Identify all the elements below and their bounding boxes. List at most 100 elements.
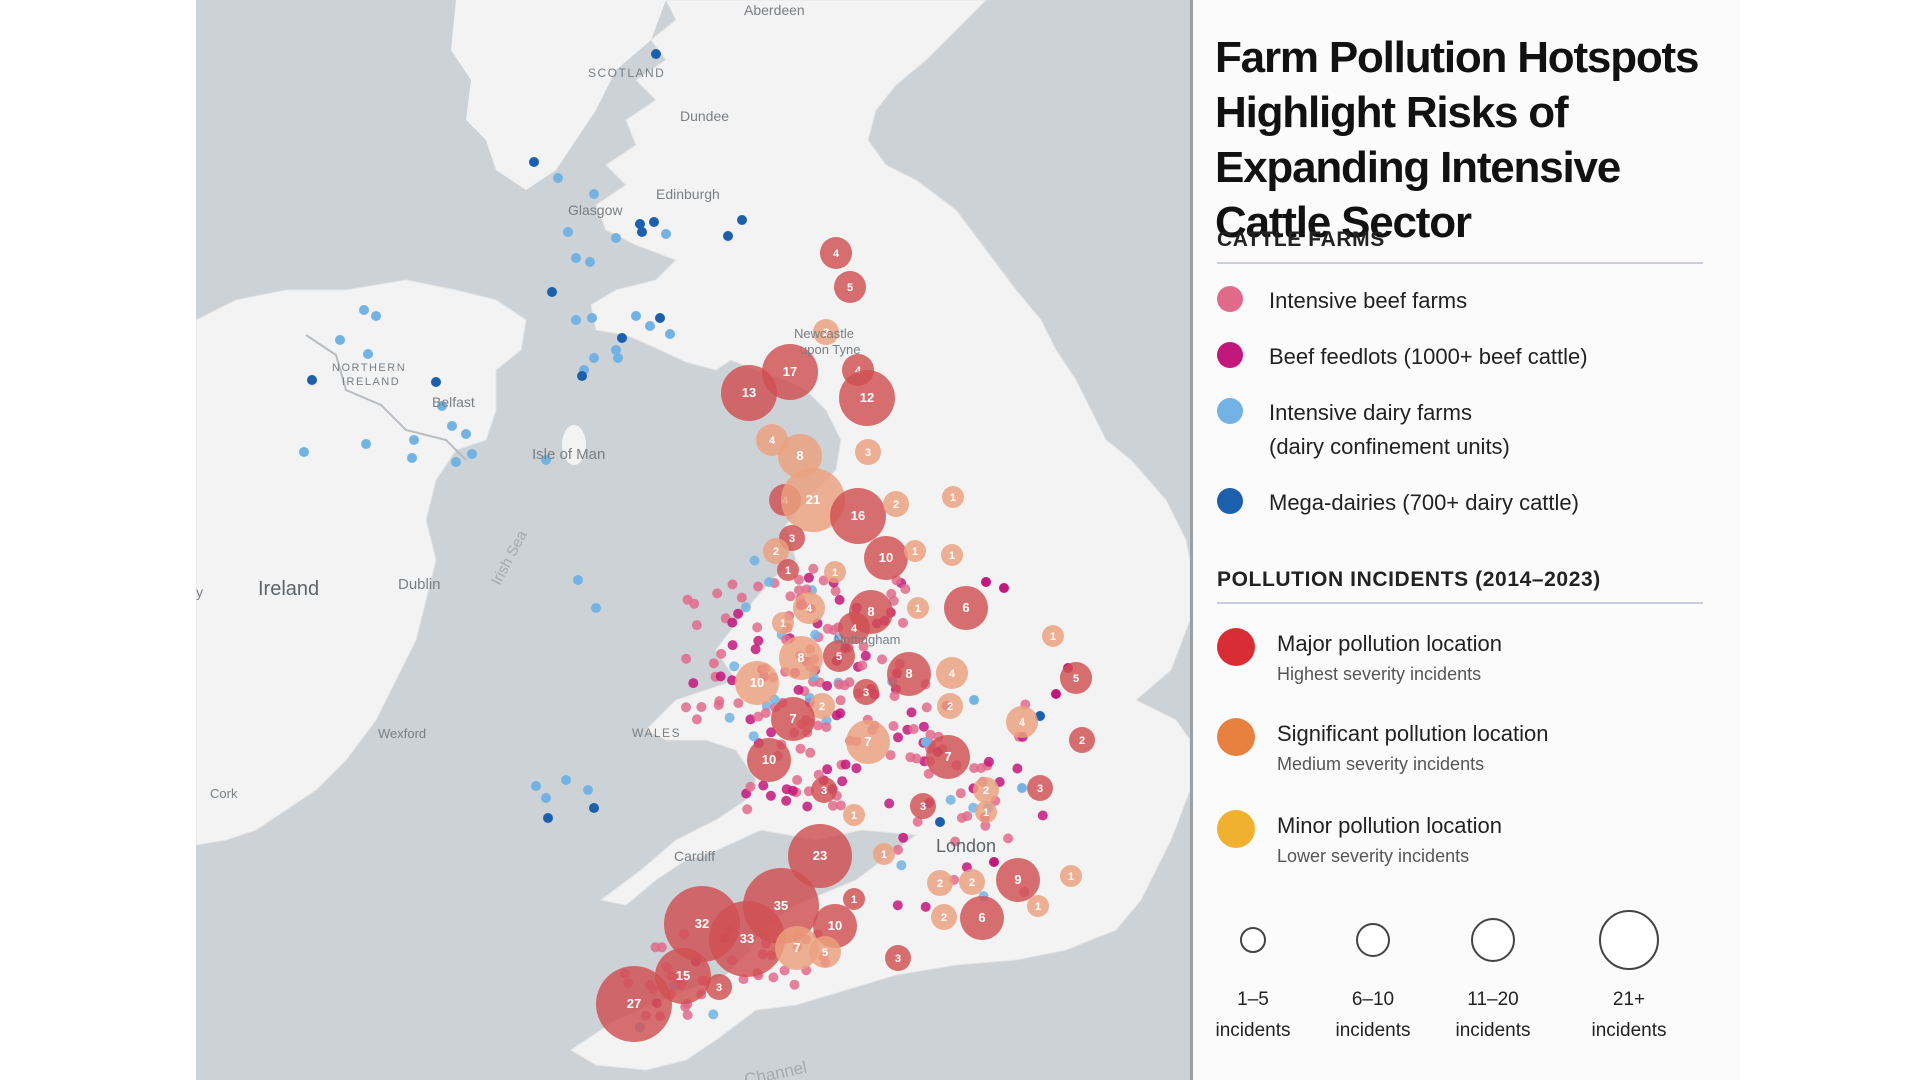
incident-marker[interactable]: [830, 488, 886, 544]
farm-dot: [681, 702, 691, 713]
incident-count-label: 6: [978, 910, 985, 925]
farm-dot: [363, 349, 373, 359]
incident-marker[interactable]: [706, 974, 732, 1000]
incident-marker[interactable]: [996, 858, 1040, 902]
farm-dot: [655, 313, 665, 323]
incident-marker[interactable]: [843, 888, 865, 910]
label-isle-of-man: Isle of Man: [532, 446, 606, 463]
farm-dot: [765, 790, 776, 801]
incident-count-label: 35: [774, 898, 788, 913]
incident-marker[interactable]: [1060, 865, 1082, 887]
incident-marker[interactable]: [596, 966, 672, 1042]
farm-dot: [810, 629, 821, 640]
farm-dot: [835, 695, 846, 706]
farm-dot: [437, 401, 447, 411]
incident-marker[interactable]: [823, 640, 855, 672]
incident-count-label: 3: [821, 785, 827, 797]
incident-marker[interactable]: [927, 870, 953, 896]
farm-dot: [727, 675, 738, 686]
farm-dot: [681, 653, 692, 664]
incident-count-label: 3: [920, 801, 926, 813]
incident-marker[interactable]: [771, 697, 815, 741]
incident-marker[interactable]: [887, 652, 931, 696]
farm-dot: [577, 371, 587, 381]
incident-marker[interactable]: [1069, 727, 1095, 753]
incident-marker[interactable]: [813, 319, 839, 345]
incident-count-label: 1: [1050, 631, 1056, 643]
incident-marker[interactable]: [820, 237, 852, 269]
incident-marker[interactable]: [973, 777, 999, 803]
farm-dot: [409, 435, 419, 445]
label-northern-ireland: NORTHERN: [332, 362, 407, 374]
incident-marker[interactable]: [1006, 706, 1038, 738]
incident-count-label: 4: [769, 435, 776, 447]
incident-marker[interactable]: [853, 679, 879, 705]
incident-marker[interactable]: [941, 544, 963, 566]
incident-marker[interactable]: [1042, 625, 1064, 647]
incident-count-label: 1: [1068, 871, 1074, 883]
incident-marker[interactable]: [910, 793, 936, 819]
map-panel[interactable]: 4521713412483421162132111011481614158108…: [196, 0, 1190, 1080]
incident-marker[interactable]: [1027, 775, 1053, 801]
incident-marker[interactable]: [885, 945, 911, 971]
size-range-11-20: 11–20: [1467, 989, 1519, 1010]
farm-dot: [361, 439, 371, 449]
incident-marker[interactable]: [942, 486, 964, 508]
incident-marker[interactable]: [937, 693, 963, 719]
incident-marker[interactable]: [775, 926, 819, 970]
incident-marker[interactable]: [1060, 662, 1092, 694]
incident-marker[interactable]: [735, 661, 779, 705]
incident-marker[interactable]: [907, 597, 929, 619]
incident-marker[interactable]: [883, 491, 909, 517]
incident-marker[interactable]: [838, 612, 870, 644]
incident-count-label: 1: [785, 565, 791, 577]
farm-dot: [573, 575, 583, 585]
size-ring-xlarge: [1599, 910, 1659, 970]
incident-marker[interactable]: [931, 904, 957, 930]
incident-marker[interactable]: [975, 801, 997, 823]
incident-marker[interactable]: [793, 592, 825, 624]
incident-marker[interactable]: [763, 538, 789, 564]
farm-dot: [708, 658, 719, 669]
incident-marker[interactable]: [926, 735, 970, 779]
incident-marker[interactable]: [864, 536, 908, 580]
major-label: Major pollution location: [1277, 631, 1503, 656]
incident-marker[interactable]: [779, 636, 823, 680]
farm-dot: [649, 217, 659, 227]
farm-dot: [589, 189, 599, 199]
farm-dot: [822, 680, 833, 691]
incident-marker[interactable]: [846, 720, 890, 764]
incident-marker[interactable]: [747, 738, 791, 782]
figure-title: Farm Pollution Hotspots Highlight Risks …: [1215, 33, 1699, 247]
incident-marker[interactable]: [834, 271, 866, 303]
farm-dot: [794, 574, 804, 585]
farm-dot: [461, 429, 471, 439]
incident-marker[interactable]: [1027, 895, 1049, 917]
incident-marker[interactable]: [824, 561, 846, 583]
incident-marker[interactable]: [809, 936, 841, 968]
farm-dot: [766, 727, 777, 738]
incident-marker[interactable]: [781, 468, 845, 532]
incident-marker[interactable]: [721, 365, 777, 421]
incident-marker[interactable]: [811, 777, 837, 803]
minor-swatch: [1217, 810, 1255, 848]
incident-marker[interactable]: [960, 896, 1004, 940]
incident-marker[interactable]: [777, 559, 799, 581]
incident-marker[interactable]: [944, 586, 988, 630]
incident-marker[interactable]: [772, 612, 794, 634]
farm-dot: [680, 1001, 691, 1012]
incident-marker[interactable]: [839, 370, 895, 426]
incident-marker[interactable]: [904, 540, 926, 562]
incident-marker[interactable]: [809, 693, 835, 719]
incident-marker[interactable]: [873, 843, 895, 865]
incident-marker[interactable]: [788, 824, 852, 888]
incident-marker[interactable]: [843, 804, 865, 826]
incident-marker[interactable]: [959, 869, 985, 895]
incident-marker[interactable]: [855, 439, 881, 465]
incident-marker[interactable]: [936, 657, 968, 689]
incident-marker[interactable]: [778, 434, 822, 478]
incident-count-label: 8: [797, 650, 804, 665]
farm-dot: [748, 731, 759, 742]
farm-dot: [753, 711, 764, 722]
incident-marker[interactable]: [709, 901, 785, 977]
